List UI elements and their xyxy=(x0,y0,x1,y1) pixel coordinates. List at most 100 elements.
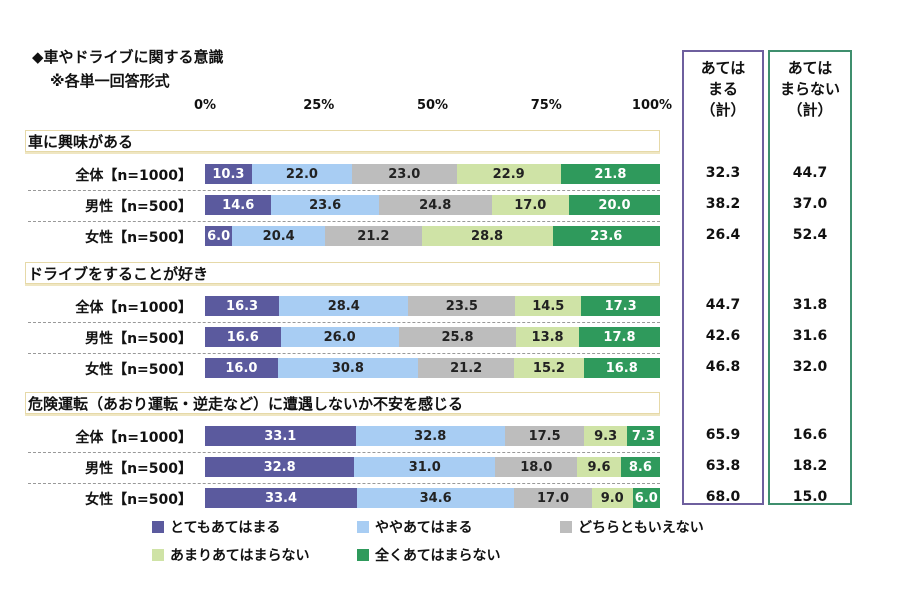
agree-total-value: 26.4 xyxy=(705,227,741,243)
agree-header-line: まる xyxy=(707,80,738,98)
disagree-total-value: 31.8 xyxy=(792,297,828,313)
legend-label: ややあてはまる xyxy=(375,520,473,536)
stacked-bar: 6.0 20.4 21.2 28.8 23.6 xyxy=(205,226,660,246)
bar-segment: 15.2 xyxy=(514,358,584,378)
row-label: 全体【n=1000】 xyxy=(75,300,192,316)
bar-segment: 23.6 xyxy=(271,195,379,215)
disagree-total-value: 37.0 xyxy=(792,196,828,212)
bar-segment: 33.1 xyxy=(205,426,356,446)
bar-segment: 7.3 xyxy=(626,426,660,446)
bar-segment: 9.3 xyxy=(584,426,627,446)
axis-tick-label: 100% xyxy=(631,98,673,113)
bar-segment: 23.5 xyxy=(408,296,516,316)
disagree-header-line: （計） xyxy=(787,101,833,119)
bar-segment: 22.9 xyxy=(456,164,561,184)
bar-segment: 16.0 xyxy=(205,358,278,378)
legend-label: 全くあてはまらない xyxy=(375,548,501,564)
bar-segment: 23.6 xyxy=(552,226,660,246)
bar-segment: 32.8 xyxy=(355,426,505,446)
bar-segment: 20.0 xyxy=(568,195,660,215)
disagree-total-value: 52.4 xyxy=(792,227,828,243)
stacked-bar: 33.1 32.8 17.5 9.3 7.3 xyxy=(205,426,660,446)
legend-item: ややあてはまる xyxy=(357,517,472,537)
row-separator xyxy=(28,322,660,323)
legend-label: とてもあてはまる xyxy=(170,520,281,536)
bar-segment: 16.3 xyxy=(205,296,280,316)
section-header: 車に興味がある xyxy=(25,130,660,152)
bar-segment: 31.0 xyxy=(354,457,496,477)
agree-total-value: 46.8 xyxy=(705,359,741,375)
bar-segment: 30.8 xyxy=(277,358,418,378)
disagree-total-value: 18.2 xyxy=(792,458,828,474)
axis-tick-label: 50% xyxy=(416,98,449,113)
legend-label: あまりあてはまらない xyxy=(170,548,310,564)
chart-subtitle: ※各単一回答形式 xyxy=(50,72,170,90)
row-label: 女性【n=500】 xyxy=(85,230,192,246)
bar-segment: 23.0 xyxy=(351,164,457,184)
bar-segment: 8.6 xyxy=(620,457,660,477)
bar-segment: 13.8 xyxy=(516,327,579,347)
row-label: 全体【n=1000】 xyxy=(75,168,192,184)
disagree-total-value: 15.0 xyxy=(792,489,828,505)
legend-item: あまりあてはまらない xyxy=(152,545,309,565)
row-label: 男性【n=500】 xyxy=(85,199,192,215)
row-separator xyxy=(28,452,660,453)
bar-segment: 22.0 xyxy=(251,164,352,184)
row-separator xyxy=(28,353,660,354)
chart-title: ◆車やドライブに関する意識 xyxy=(32,48,224,66)
bar-segment: 18.0 xyxy=(495,457,578,477)
bar-segment: 17.8 xyxy=(578,327,660,347)
disagree-total-value: 16.6 xyxy=(792,427,828,443)
disagree-total-value: 44.7 xyxy=(792,165,828,181)
agree-total-value: 63.8 xyxy=(705,458,741,474)
axis-tick-label: 75% xyxy=(530,98,562,113)
stacked-bar: 16.6 26.0 25.8 13.8 17.8 xyxy=(205,327,660,347)
legend-item: 全くあてはまらない xyxy=(357,545,500,565)
stacked-bar: 16.3 28.4 23.5 14.5 17.3 xyxy=(205,296,660,316)
bar-segment: 24.8 xyxy=(378,195,492,215)
stacked-bar: 32.8 31.0 18.0 9.6 8.6 xyxy=(205,457,660,477)
stacked-bar: 33.4 34.6 17.0 9.0 6.0 xyxy=(205,488,660,508)
axis-tick-label: 0% xyxy=(193,98,217,113)
stacked-bar: 10.3 22.0 23.0 22.9 21.8 xyxy=(205,164,660,184)
bar-segment: 17.5 xyxy=(504,426,585,446)
row-label: 男性【n=500】 xyxy=(85,461,192,477)
disagree-total-value: 31.6 xyxy=(792,328,828,344)
bar-segment: 28.4 xyxy=(279,296,409,316)
bar-segment: 32.8 xyxy=(205,457,355,477)
legend-label: どちらともいえない xyxy=(578,520,704,536)
agree-total-value: 42.6 xyxy=(705,328,741,344)
row-separator xyxy=(28,221,660,222)
axis-tick-label: 25% xyxy=(303,98,335,113)
disagree-total-box xyxy=(768,50,852,505)
bar-segment: 6.0 xyxy=(205,226,233,246)
bar-segment: 16.6 xyxy=(205,327,281,347)
bar-segment: 20.4 xyxy=(232,226,326,246)
legend-swatch xyxy=(560,521,572,533)
bar-segment: 25.8 xyxy=(398,327,517,347)
bar-segment: 21.2 xyxy=(325,226,422,246)
bar-segment: 17.0 xyxy=(514,488,592,508)
agree-total-box xyxy=(682,50,764,505)
legend-item: どちらともいえない xyxy=(560,517,704,537)
legend-swatch xyxy=(357,549,369,561)
stacked-bar: 16.0 30.8 21.2 15.2 16.8 xyxy=(205,358,660,378)
legend-item: とてもあてはまる xyxy=(152,517,280,537)
bar-segment: 17.3 xyxy=(581,296,660,316)
agree-total-value: 68.0 xyxy=(705,489,741,505)
bar-segment: 14.5 xyxy=(515,296,582,316)
row-label: 男性【n=500】 xyxy=(85,331,192,347)
agree-header-line: （計） xyxy=(700,101,746,119)
row-separator xyxy=(28,190,660,191)
disagree-total-value: 32.0 xyxy=(792,359,828,375)
disagree-total-header: あては まらない （計） xyxy=(770,58,850,121)
bar-segment: 10.3 xyxy=(205,164,252,184)
bar-segment: 9.6 xyxy=(577,457,621,477)
bar-segment: 21.8 xyxy=(560,164,660,184)
agree-total-value: 44.7 xyxy=(705,297,741,313)
legend-swatch xyxy=(152,521,164,533)
bar-segment: 16.8 xyxy=(583,358,660,378)
bar-segment: 28.8 xyxy=(421,226,553,246)
bar-segment: 34.6 xyxy=(356,488,515,508)
row-label: 全体【n=1000】 xyxy=(75,430,192,446)
